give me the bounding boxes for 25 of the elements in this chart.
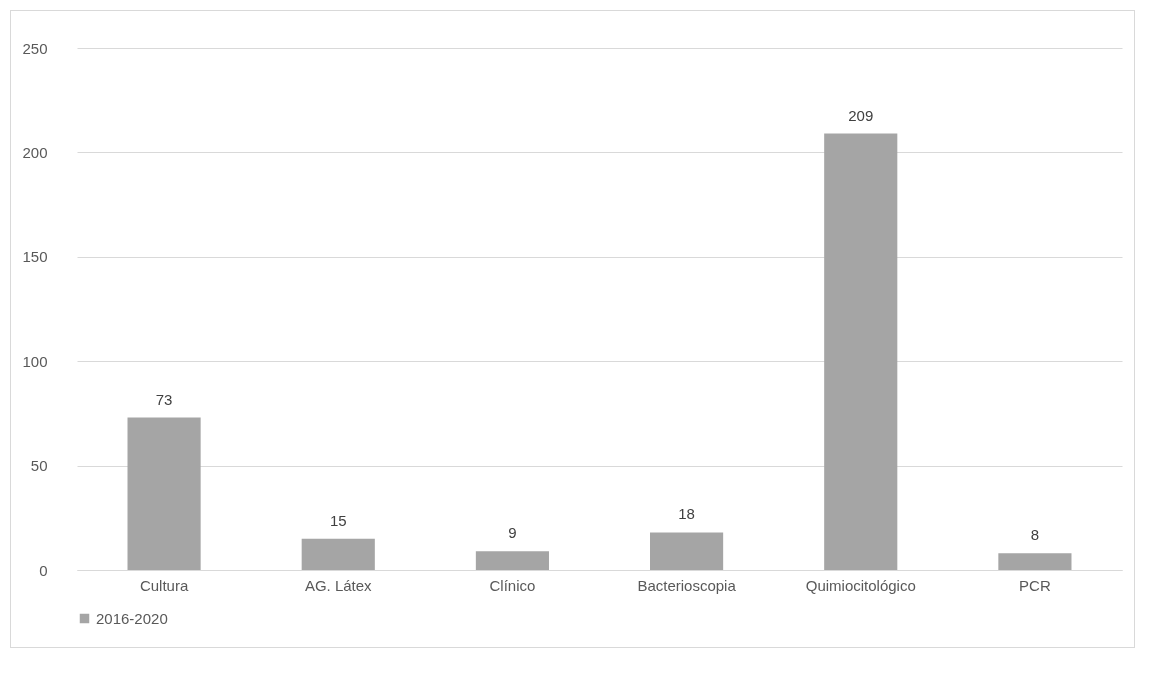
bar	[127, 417, 201, 570]
x-tick-label: Clínico	[489, 576, 536, 594]
data-label: 8	[1030, 526, 1040, 544]
bar	[998, 553, 1072, 570]
bar	[650, 532, 724, 570]
legend-label: 2016-2020	[96, 609, 168, 627]
x-tick-label: Cultura	[139, 576, 189, 594]
x-tick-label: PCR	[1019, 576, 1051, 594]
data-label: 209	[848, 106, 874, 124]
y-tick-label: 50	[30, 457, 48, 475]
bar	[301, 538, 375, 570]
bar	[824, 133, 898, 570]
data-label: 15	[329, 511, 347, 529]
y-tick-label: 0	[39, 561, 48, 579]
x-tick-label: Bacterioscopia	[637, 576, 737, 594]
data-label: 18	[678, 505, 695, 523]
x-tick-label: Quimiocitológico	[805, 576, 916, 594]
data-label: 9	[508, 524, 517, 542]
y-tick-label: 250	[22, 39, 48, 57]
x-tick-label: AG. Látex	[304, 576, 373, 594]
y-tick-label: 200	[22, 143, 48, 161]
data-label: 73	[155, 390, 173, 408]
y-tick-label: 150	[22, 248, 48, 266]
y-tick-label: 100	[22, 352, 48, 370]
bar	[475, 551, 549, 570]
